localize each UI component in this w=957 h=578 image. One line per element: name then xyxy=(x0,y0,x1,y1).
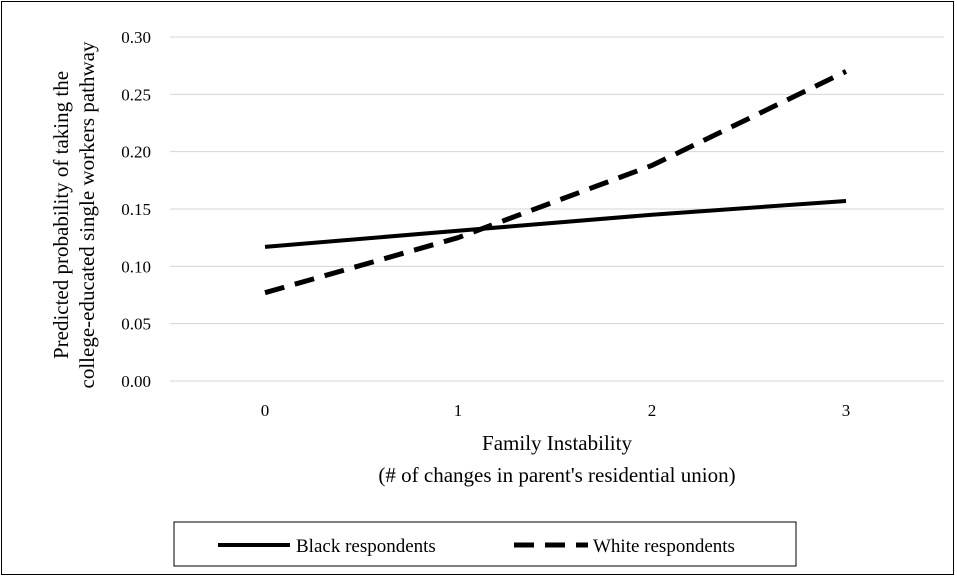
x-tick-labels: 0 1 2 3 xyxy=(261,401,851,420)
y-tick-labels: 0.00 0.05 0.10 0.15 0.20 0.25 0.30 xyxy=(121,28,151,391)
series-line-white-respondents xyxy=(264,69,848,296)
y-axis-title-line1: Predicted probability of taking the xyxy=(49,71,73,359)
legend-label-black: Black respondents xyxy=(296,536,436,557)
x-tick-label: 0 xyxy=(261,401,270,420)
legend-label-white: White respondents xyxy=(593,536,735,557)
y-axis-title-line2: college-educated single workers pathway xyxy=(75,41,99,388)
legend: Black respondents White respondents xyxy=(173,521,797,567)
x-axis-title-line1: Family Instability xyxy=(482,431,632,455)
x-axis-title-line2: (# of changes in parent's residential un… xyxy=(378,463,735,487)
y-tick-label: 0.10 xyxy=(121,257,151,276)
series-lines xyxy=(264,69,848,296)
x-tick-label: 1 xyxy=(454,401,463,420)
y-tick-label: 0.30 xyxy=(121,28,151,47)
gridlines xyxy=(170,36,944,382)
y-axis-title: Predicted probability of taking the coll… xyxy=(49,41,99,388)
y-tick-label: 0.25 xyxy=(121,85,151,104)
y-tick-label: 0.05 xyxy=(121,315,151,334)
y-tick-label: 0.15 xyxy=(121,200,151,219)
x-tick-label: 2 xyxy=(648,401,657,420)
x-tick-label: 3 xyxy=(842,401,851,420)
series-line-black-respondents xyxy=(264,198,847,249)
y-tick-label: 0.20 xyxy=(121,143,151,162)
y-tick-label: 0.00 xyxy=(121,372,151,391)
